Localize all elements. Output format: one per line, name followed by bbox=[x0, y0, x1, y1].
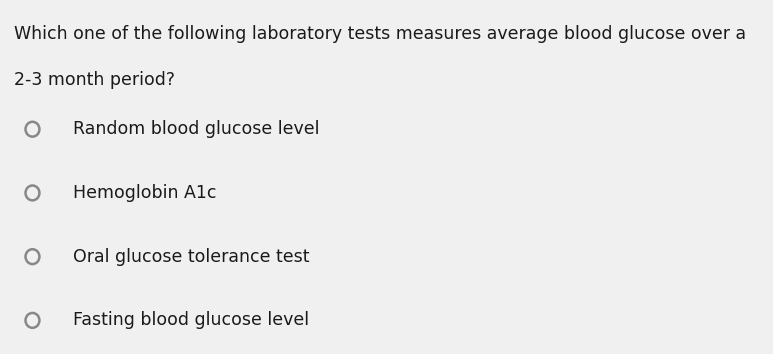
Text: Random blood glucose level: Random blood glucose level bbox=[73, 120, 320, 138]
Text: Fasting blood glucose level: Fasting blood glucose level bbox=[73, 312, 309, 329]
Text: Which one of the following laboratory tests measures average blood glucose over : Which one of the following laboratory te… bbox=[14, 25, 746, 43]
Text: Hemoglobin A1c: Hemoglobin A1c bbox=[73, 184, 217, 202]
Text: 2-3 month period?: 2-3 month period? bbox=[14, 71, 175, 89]
Text: Oral glucose tolerance test: Oral glucose tolerance test bbox=[73, 248, 310, 266]
